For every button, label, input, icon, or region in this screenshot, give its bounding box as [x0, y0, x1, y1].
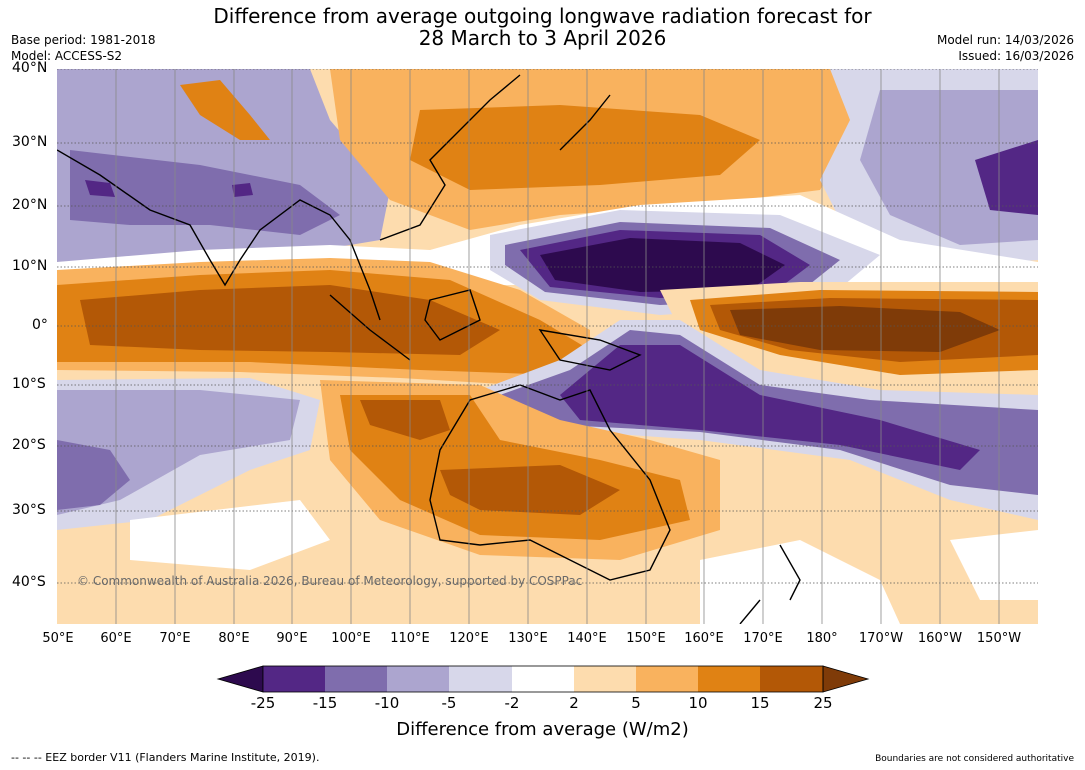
lat-label-10n: 10°N	[12, 258, 48, 274]
coastlines	[57, 74, 801, 624]
lat-label-40s: 40°S	[12, 574, 46, 590]
purple-spot-arabia	[85, 180, 115, 197]
colorbar-bin-4	[449, 666, 512, 692]
colorbar-max-arrow	[822, 665, 870, 693]
orange-band-north-inner	[410, 105, 760, 190]
lon-label-180: 180°	[806, 631, 838, 646]
purple-region-spcz-inner	[560, 345, 980, 470]
lon-label-150e: 150°E	[626, 631, 666, 646]
purple-region-nw-pacific-core	[540, 238, 785, 292]
purple-region-india-inner	[70, 150, 340, 235]
lon-label-80e: 80°E	[218, 631, 250, 646]
purple-spot-india	[232, 183, 253, 197]
orange-spot-himalaya	[180, 80, 270, 140]
lon-label-170e: 170°E	[743, 631, 783, 646]
colorbar-bin-3	[387, 666, 449, 692]
eez-border-note: -- -- -- EEZ border V11 (Flanders Marine…	[11, 751, 320, 764]
coastline-new-guinea	[538, 329, 642, 371]
lon-label-160w: 160°W	[917, 631, 963, 646]
lat-label-40n: 40°N	[12, 60, 48, 76]
lon-label-50e: 50°E	[42, 631, 74, 646]
colorbar-bin-2	[325, 666, 387, 692]
colorbar-tick-7: 5	[631, 694, 641, 712]
colorbar-bin-9	[760, 666, 823, 692]
coastline-india	[57, 149, 381, 321]
boundaries-disclaimer: Boundaries are not considered authoritat…	[875, 754, 1074, 764]
lon-label-150w: 150°W	[976, 631, 1022, 646]
issued-date: Issued: 16/03/2026	[958, 49, 1074, 63]
coastline-japan	[559, 94, 611, 151]
coastline-australia	[429, 384, 671, 581]
lat-label-30n: 30°N	[12, 134, 48, 150]
coastline-borneo-sumatra	[329, 289, 481, 361]
copyright-notice: © Commonwealth of Australia 2026, Bureau…	[77, 574, 583, 588]
coastline-east-asia	[379, 74, 521, 241]
lon-label-160e: 160°E	[684, 631, 724, 646]
meta-right: Model run: 14/03/2026 Issued: 16/03/2026	[937, 32, 1074, 64]
lon-label-170w: 170°W	[858, 631, 904, 646]
lon-label-70e: 70°E	[159, 631, 191, 646]
lat-label-20n: 20°N	[12, 197, 48, 213]
colorbar-tick-5: -2	[504, 694, 520, 712]
lon-label-140e: 140°E	[567, 631, 607, 646]
orange-band-equator-west-inner	[80, 285, 500, 355]
colorbar-tick-10: 25	[813, 694, 833, 712]
coastline-new-zealand	[739, 544, 801, 624]
colorbar-tick-8: 10	[688, 694, 708, 712]
colorbar-bin-6	[574, 666, 636, 692]
colorbar-bin-7	[636, 666, 698, 692]
colorbar-bin-5	[512, 666, 574, 692]
orange-region-australia-inner	[360, 400, 620, 515]
colorbar-tick-6: 2	[569, 694, 579, 712]
colorbar-min-arrow	[216, 665, 264, 693]
colorbar-bin-8	[698, 666, 760, 692]
lat-label-10s: 10°S	[12, 376, 46, 392]
model-name: Model: ACCESS-S2	[11, 49, 123, 63]
title-line-2: 28 March to 3 April 2026	[418, 26, 667, 50]
base-period: Base period: 1981-2018	[11, 33, 156, 47]
lat-label-20s: 20°S	[12, 437, 46, 453]
lon-label-130e: 130°E	[508, 631, 548, 646]
map-title: Difference from average outgoing longwav…	[0, 5, 1085, 49]
colorbar-tick-1: -25	[250, 694, 276, 712]
colorbar-tick-9: 15	[750, 694, 770, 712]
model-run: Model run: 14/03/2026	[936, 33, 1074, 47]
lon-label-100e: 100°E	[331, 631, 371, 646]
orange-band-central-pacific-core	[730, 306, 1000, 352]
colorbar-label: Difference from average (W/m2)	[396, 719, 689, 740]
anomaly-field	[57, 69, 1038, 624]
neutral-region-south	[130, 500, 1038, 624]
purple-region-south-indian-inner	[57, 440, 130, 510]
lon-label-60e: 60°E	[100, 631, 132, 646]
colorbar-tick-2: -15	[312, 694, 338, 712]
colorbar-frame	[262, 665, 824, 693]
lon-label-110e: 110°E	[390, 631, 430, 646]
lat-label-30s: 30°S	[12, 502, 46, 518]
lat-label-0: 0°	[32, 317, 48, 333]
lon-label-120e: 120°E	[449, 631, 489, 646]
purple-region-ne-pacific-inner	[975, 140, 1038, 215]
lon-label-90e: 90°E	[276, 631, 308, 646]
title-line-1: Difference from average outgoing longwav…	[213, 4, 872, 28]
graticule	[57, 69, 1038, 584]
meridians	[115, 69, 1000, 624]
colorbar-tick-3: -10	[374, 694, 400, 712]
colorbar-bin-1	[263, 666, 325, 692]
meta-left: Base period: 1981-2018 Model: ACCESS-S2	[11, 32, 156, 64]
colorbar-tick-4: -5	[441, 694, 457, 712]
